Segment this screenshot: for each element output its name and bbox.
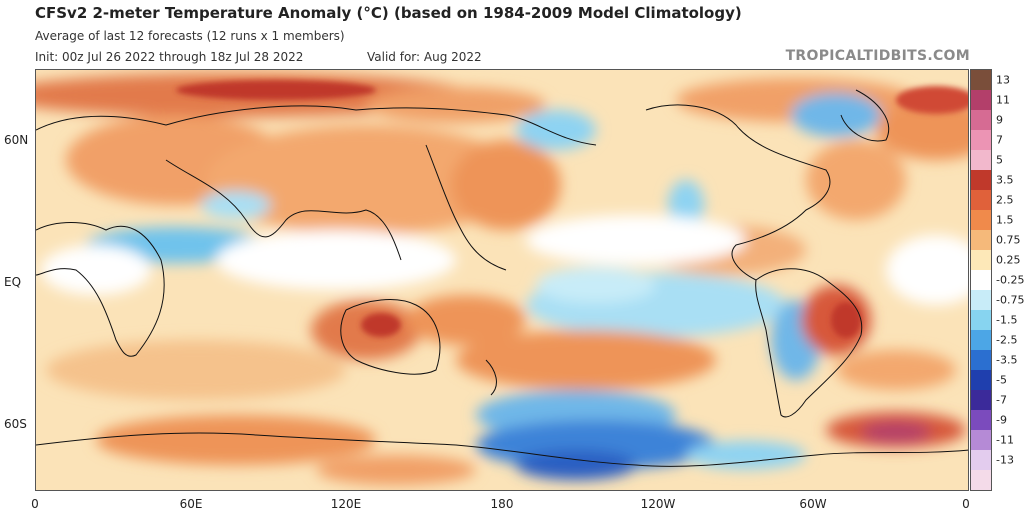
colorbar-segment (971, 90, 991, 110)
chart-subtitle: Average of last 12 forecasts (12 runs x … (35, 29, 345, 43)
colorbar-segment (971, 390, 991, 410)
colorbar-segment (971, 70, 991, 90)
colorbar-label: 0.75 (996, 233, 1021, 247)
colorbar-label: 7 (996, 133, 1003, 147)
colorbar-segment (971, 350, 991, 370)
lat-label-eq: EQ (4, 275, 22, 289)
anomaly-map-svg (36, 70, 968, 490)
init-line: Init: 00z Jul 26 2022 through 18z Jul 28… (35, 50, 482, 64)
lat-label-60n: 60N (4, 133, 29, 147)
colorbar-segment (971, 170, 991, 190)
colorbar-label: 0.25 (996, 253, 1021, 267)
anomaly-hotspots (176, 80, 968, 338)
colorbar-label: -0.25 (996, 273, 1024, 287)
coastlines (36, 89, 968, 467)
colorbar-segment (971, 150, 991, 170)
colorbar-segment (971, 250, 991, 270)
colorbar-segment (971, 210, 991, 230)
colorbar-label: -9 (996, 413, 1007, 427)
colorbar-segment (971, 450, 991, 470)
colorbar-label: -5 (996, 373, 1007, 387)
colorbar-segment (971, 110, 991, 130)
init-text: Init: 00z Jul 26 2022 through 18z Jul 28… (35, 50, 304, 64)
lat-label-60s: 60S (4, 417, 27, 431)
lon-label-60w: 60W (799, 497, 827, 511)
chart-title: CFSv2 2-meter Temperature Anomaly (°C) (… (35, 4, 742, 22)
anomaly-field (36, 73, 968, 485)
colorbar-label: 1.5 (996, 213, 1014, 227)
colorbar-label: -0.75 (996, 293, 1024, 307)
colorbar-segment (971, 430, 991, 450)
colorbar-segment (971, 330, 991, 350)
colorbar-label: 9 (996, 113, 1003, 127)
colorbar-segment (971, 270, 991, 290)
colorbar-label: -7 (996, 393, 1007, 407)
colorbar-segment (971, 470, 991, 490)
lon-label-180: 180 (490, 497, 514, 511)
colorbar-label: 3.5 (996, 173, 1014, 187)
colorbar (970, 69, 992, 491)
lon-label-0-east: 0 (962, 497, 970, 511)
lon-label-60e: 60E (179, 497, 203, 511)
lon-label-120w: 120W (640, 497, 676, 511)
colorbar-label: 2.5 (996, 193, 1014, 207)
colorbar-label: 11 (996, 93, 1010, 107)
valid-text: Valid for: Aug 2022 (367, 50, 482, 64)
watermark: TROPICALTIDBITS.COM (785, 48, 970, 64)
lon-label-0: 0 (31, 497, 39, 511)
colorbar-segment (971, 130, 991, 150)
colorbar-segment (971, 410, 991, 430)
colorbar-segment (971, 230, 991, 250)
anomaly-map (35, 69, 969, 491)
colorbar-label: -1.5 (996, 313, 1018, 327)
colorbar-label: -2.5 (996, 333, 1018, 347)
colorbar-label: -3.5 (996, 353, 1018, 367)
colorbar-label: -13 (996, 453, 1014, 467)
colorbar-segment (971, 370, 991, 390)
colorbar-label: 13 (996, 73, 1010, 87)
colorbar-label: 5 (996, 153, 1003, 167)
colorbar-segment (971, 190, 991, 210)
lon-label-120e: 120E (330, 497, 362, 511)
colorbar-label: -11 (996, 433, 1014, 447)
colorbar-segment (971, 290, 991, 310)
colorbar-segment (971, 310, 991, 330)
